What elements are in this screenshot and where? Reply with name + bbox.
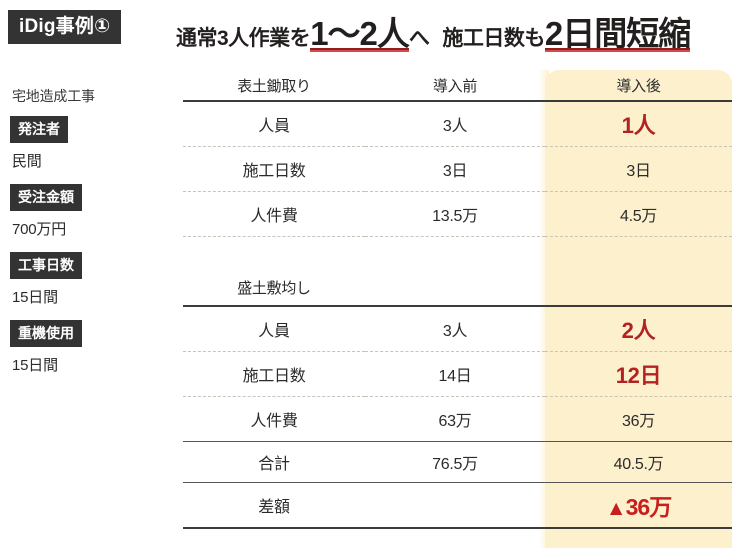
table-row: 施工日数 3日 3日 <box>183 146 732 192</box>
headline-part2-pre: 施工日数も <box>442 27 545 50</box>
row-label: 人員 <box>183 101 365 147</box>
project-title: 宅地造成工事 <box>12 88 95 104</box>
section-spacer-row <box>183 237 732 270</box>
total-before-value: 76.5万 <box>365 441 545 483</box>
sidebar-item-orderer: 発注者 民間 <box>0 116 168 171</box>
row-label: 人件費 <box>183 396 365 442</box>
headline-part1-highlight: 1〜2人 <box>310 15 410 52</box>
sidebar-chip-machine-use: 重機使用 <box>10 320 82 347</box>
sidebar-chip-work-days: 工事日数 <box>10 252 82 279</box>
difference-label: 差額 <box>183 482 365 529</box>
difference-unit: 万 <box>649 494 672 520</box>
difference-before-value <box>365 482 545 529</box>
column-header-before: 導入前 <box>365 70 545 102</box>
spacer-cell <box>545 237 732 270</box>
headline-part2-highlight: 2日間短縮 <box>544 15 691 52</box>
row-before-value: 3日 <box>365 146 545 192</box>
down-triangle-icon: ▲ <box>605 497 627 520</box>
section2-header-row: 盛土敷均し <box>183 269 732 307</box>
comparison-table: 表土鋤取り 導入前 導入後 人員 3人 1人 施工日数 3日 3日 人件費 13… <box>183 70 732 529</box>
headline-part1-pre: 通常3人作業を <box>176 27 311 50</box>
difference-number: 36 <box>625 494 651 520</box>
difference-row: 差額 ▲36万 <box>183 482 732 529</box>
after-unit: 人 <box>633 113 656 138</box>
spacer-cell <box>365 237 545 270</box>
after-unit: 日 <box>639 363 662 388</box>
row-label: 施工日数 <box>183 146 365 192</box>
table-row: 人件費 63万 36万 <box>183 396 732 442</box>
sidebar-item-work-days: 工事日数 15日間 <box>0 252 168 307</box>
after-unit: 人 <box>633 318 656 343</box>
sidebar-value-order-amount: 700万円 <box>12 221 67 238</box>
row-label: 人件費 <box>183 191 365 237</box>
row-before-value: 13.5万 <box>365 191 545 237</box>
section1-title: 表土鋤取り <box>183 70 365 102</box>
section2-after-blank <box>545 269 732 307</box>
row-label: 人員 <box>183 306 365 352</box>
total-row: 合計 76.5万 40.5.万 <box>183 441 732 483</box>
sidebar-value-work-days: 15日間 <box>12 289 58 306</box>
table-row: 施工日数 14日 12日 <box>183 351 732 397</box>
sidebar-value-orderer: 民間 <box>12 153 42 170</box>
section2-title: 盛土敷均し <box>183 269 365 307</box>
row-after-value: 1人 <box>545 101 732 147</box>
section1-header-row: 表土鋤取り 導入前 導入後 <box>183 70 732 102</box>
headline: 通常3人作業を 1〜2人へ 施工日数も 2日間短縮 <box>176 6 736 54</box>
row-label: 施工日数 <box>183 351 365 397</box>
table-row: 人件費 13.5万 4.5万 <box>183 191 732 237</box>
sidebar-value-machine-use: 15日間 <box>12 357 58 374</box>
row-before-value: 14日 <box>365 351 545 397</box>
total-after-value: 40.5.万 <box>545 441 732 483</box>
row-after-value: 3日 <box>545 146 732 192</box>
column-header-after: 導入後 <box>545 70 732 102</box>
after-number: 12 <box>615 363 640 388</box>
row-after-value: 36万 <box>545 396 732 442</box>
table-row: 人員 3人 2人 <box>183 306 732 352</box>
row-before-value: 3人 <box>365 306 545 352</box>
row-before-value: 3人 <box>365 101 545 147</box>
project-sidebar: 宅地造成工事 発注者 民間 受注金額 700万円 工事日数 15日間 重機使用 … <box>0 86 168 388</box>
row-after-value: 4.5万 <box>545 191 732 237</box>
difference-after-value: ▲36万 <box>545 482 732 529</box>
spacer-cell <box>183 237 365 270</box>
sidebar-item-machine-use: 重機使用 15日間 <box>0 320 168 375</box>
sidebar-chip-orderer: 発注者 <box>10 116 68 143</box>
row-after-value: 2人 <box>545 306 732 352</box>
sidebar-item-order-amount: 受注金額 700万円 <box>0 184 168 239</box>
headline-part1-post: へ <box>408 27 430 50</box>
case-badge: iDig事例① <box>8 10 122 44</box>
total-label: 合計 <box>183 441 365 483</box>
table-row: 人員 3人 1人 <box>183 101 732 147</box>
row-before-value: 63万 <box>365 396 545 442</box>
after-number: 1 <box>621 113 634 138</box>
page-header: iDig事例① 通常3人作業を 1〜2人へ 施工日数も 2日間短縮 <box>0 0 738 58</box>
after-number: 2 <box>621 318 634 343</box>
comparison-table-wrap: 表土鋤取り 導入前 導入後 人員 3人 1人 施工日数 3日 3日 人件費 13… <box>183 70 732 548</box>
row-after-value: 12日 <box>545 351 732 397</box>
sidebar-chip-order-amount: 受注金額 <box>10 184 82 211</box>
section2-before-blank <box>365 269 545 307</box>
